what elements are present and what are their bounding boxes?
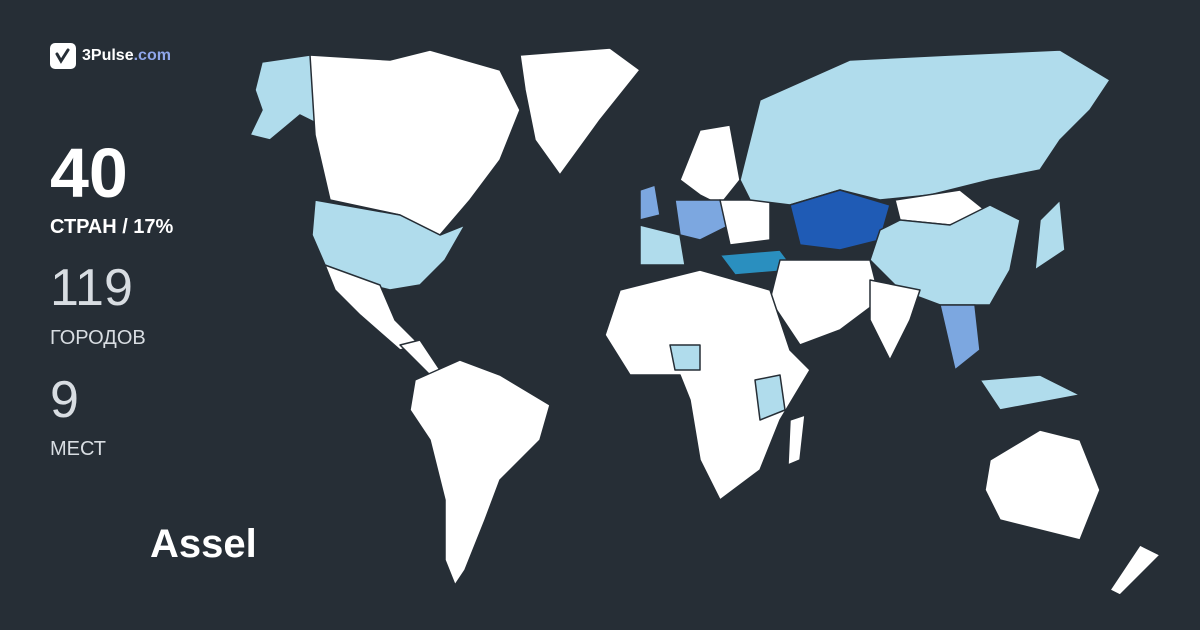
indonesia[interactable] xyxy=(979,374,1081,411)
country-china[interactable] xyxy=(869,204,1021,306)
cities-label: ГОРОДОВ xyxy=(50,327,146,349)
europe-visited[interactable] xyxy=(674,199,731,241)
countries-label: СТРАН / 17% xyxy=(50,216,174,238)
country-india[interactable] xyxy=(869,279,921,361)
middle-east[interactable] xyxy=(769,259,881,346)
country-uk[interactable] xyxy=(639,184,661,221)
country-canada[interactable] xyxy=(309,49,521,236)
country-kenya[interactable] xyxy=(754,374,786,421)
country-nigeria[interactable] xyxy=(669,344,701,371)
places-count: 9 xyxy=(50,371,79,429)
europe-west[interactable] xyxy=(639,224,686,266)
africa[interactable] xyxy=(604,269,811,501)
logo-brand: 3Pulse xyxy=(82,47,134,64)
check-pulse-icon xyxy=(50,43,76,69)
logo-domain: .com xyxy=(133,47,171,64)
southeast-asia[interactable] xyxy=(939,304,981,371)
places-label: МЕСТ xyxy=(50,438,106,460)
logo[interactable]: 3Pulse.com xyxy=(50,43,171,69)
greenland[interactable] xyxy=(519,47,641,176)
scandinavia[interactable] xyxy=(679,124,741,206)
user-name: Assel xyxy=(150,522,257,566)
new-zealand[interactable] xyxy=(1109,544,1161,596)
country-japan[interactable] xyxy=(1034,199,1066,271)
central-america[interactable] xyxy=(399,339,441,376)
countries-count: 40 xyxy=(50,134,128,212)
south-america[interactable] xyxy=(409,359,551,586)
logo-text: 3Pulse.com xyxy=(82,47,171,65)
europe-east[interactable] xyxy=(719,199,771,246)
australia[interactable] xyxy=(984,429,1101,541)
madagascar[interactable] xyxy=(787,414,806,466)
cities-count: 119 xyxy=(50,259,133,317)
country-usa[interactable] xyxy=(311,199,466,291)
country-russia[interactable] xyxy=(739,49,1111,206)
